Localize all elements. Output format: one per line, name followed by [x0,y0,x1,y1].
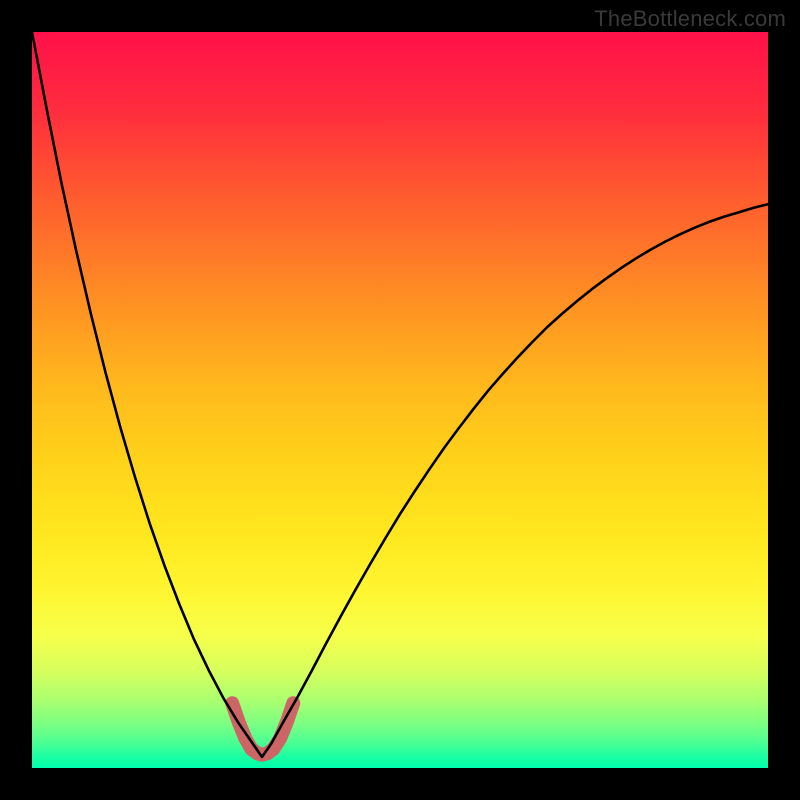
bottleneck-chart-svg [0,0,800,800]
plot-area [32,32,768,768]
chart-stage: TheBottleneck.com [0,0,800,800]
watermark-text: TheBottleneck.com [594,6,786,32]
